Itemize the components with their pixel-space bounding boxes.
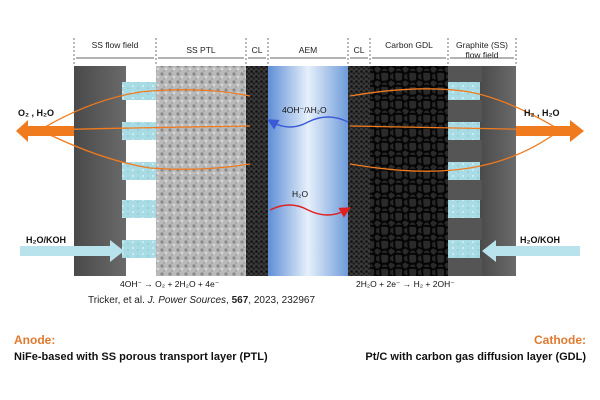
graphite-flow-field-plate xyxy=(480,66,516,276)
anode-inlet-arrow xyxy=(20,240,124,262)
cathode-outlet-label: H₂ , H₂O xyxy=(524,108,560,118)
electrolyzer-diagram xyxy=(16,38,584,276)
header-dividers xyxy=(73,38,517,66)
citation-rest: , 2023, 232967 xyxy=(248,295,316,306)
ss-flow-field-plate xyxy=(74,66,126,276)
cathode-inlet-arrow xyxy=(482,240,580,262)
cathode-channels xyxy=(448,82,482,258)
anode-description: NiFe-based with SS porous transport laye… xyxy=(14,351,268,363)
anode-channels xyxy=(122,82,156,258)
label-ss-flow-field: SS flow field xyxy=(91,40,139,50)
anode-reaction: 4OH⁻ → O₂ + 2H₂O + 4e⁻ xyxy=(120,279,220,289)
cathode-inlet-label: H₂O/KOH xyxy=(520,235,560,245)
anode-outlet-arrow xyxy=(16,120,74,142)
anode-cl-layer xyxy=(246,66,268,276)
water-transport-label: H₂O xyxy=(292,189,309,199)
ion-transport-arrow xyxy=(267,116,349,130)
label-cl-left: CL xyxy=(251,45,263,55)
anode-outlet-label: O₂ , H₂O xyxy=(18,108,54,118)
label-cl-right: CL xyxy=(353,45,365,55)
cathode-description: Pt/C with carbon gas diffusion layer (GD… xyxy=(365,351,586,363)
water-transport-arrow xyxy=(269,204,351,218)
ss-ptl-layer xyxy=(156,66,246,276)
citation-volume: 567 xyxy=(231,295,249,306)
label-graphite-flow-field: Graphite (SS) flow field xyxy=(456,40,508,60)
citation: Tricker, et al. J. Power Sources, 567, 2… xyxy=(88,295,316,306)
gas-flow-curves xyxy=(39,88,561,172)
label-ss-ptl: SS PTL xyxy=(186,45,216,55)
aem-membrane xyxy=(268,66,348,276)
cathode-title: Cathode: xyxy=(534,333,586,347)
anode-inlet-label: H₂O/KOH xyxy=(26,235,66,245)
anode-title: Anode: xyxy=(14,333,56,347)
citation-journal: J. Power Sources xyxy=(147,295,227,306)
ion-transport-label: 4OH⁻/λH₂O xyxy=(282,105,327,115)
cathode-reaction: 2H₂O + 2e⁻ → H₂ + 2OH⁻ xyxy=(356,279,455,289)
label-carbon-gdl: Carbon GDL xyxy=(385,40,433,50)
cathode-outlet-arrow xyxy=(516,120,584,142)
citation-authors: Tricker, et al. xyxy=(88,295,145,306)
label-aem: AEM xyxy=(298,45,318,55)
cathode-cl-layer xyxy=(348,66,370,276)
